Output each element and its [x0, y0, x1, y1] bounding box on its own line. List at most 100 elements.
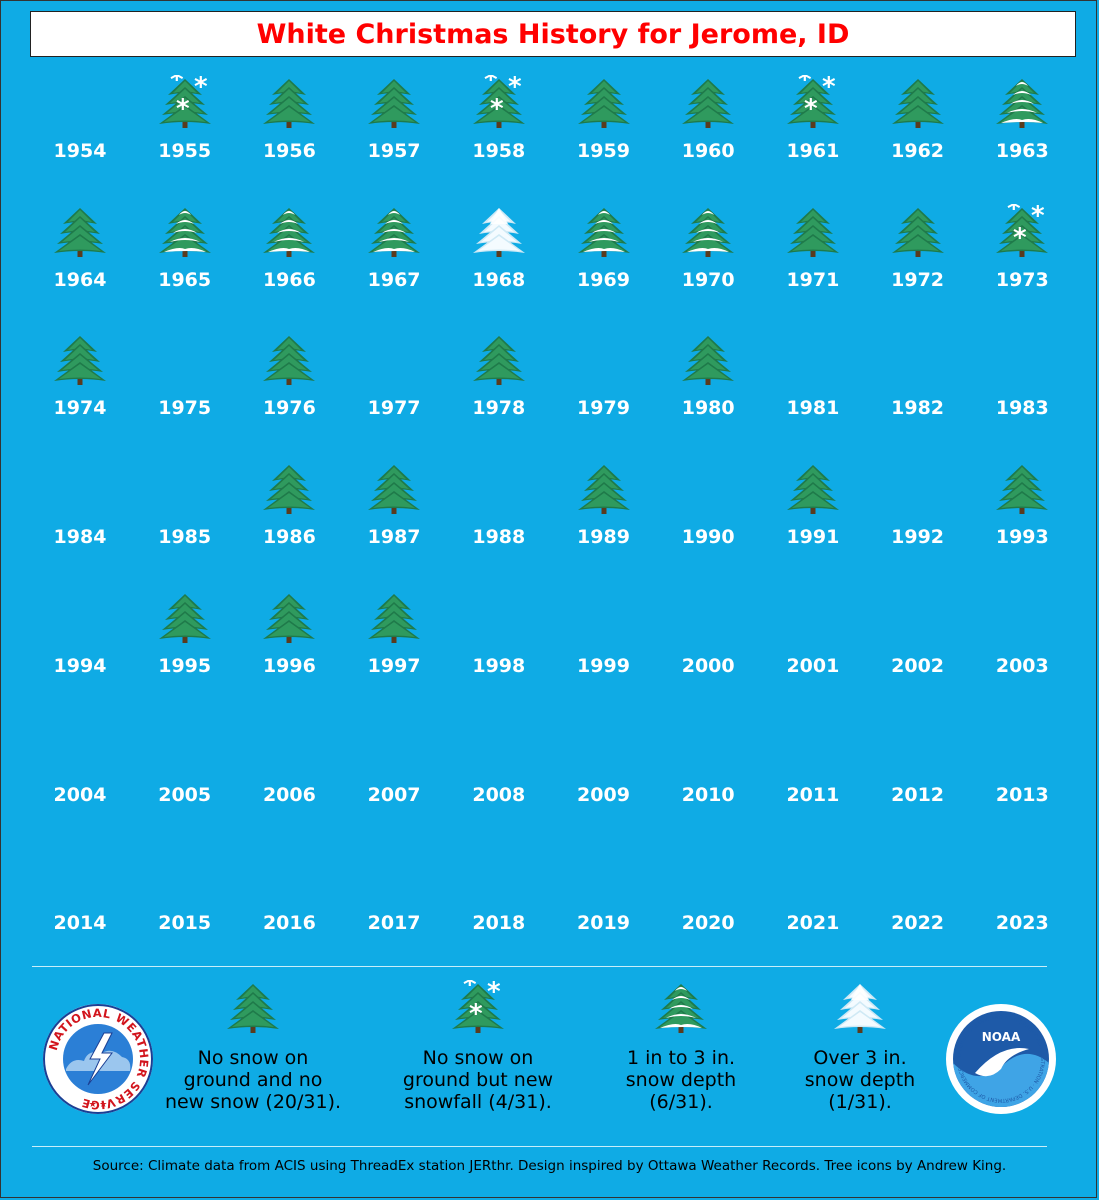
year-label: 1979 — [577, 397, 630, 420]
year-cell-2019: 2019 — [552, 847, 656, 967]
legend-line: ground but new — [402, 1069, 554, 1091]
svg-text:*: * — [170, 75, 184, 95]
year-cell-2017: 2017 — [342, 847, 446, 967]
year-label: 2006 — [262, 783, 316, 806]
year-label: 1961 — [786, 140, 840, 162]
tree-icon-none — [472, 336, 525, 386]
year-cell-1971: 1971 — [761, 204, 865, 324]
year-label: 2007 — [367, 783, 421, 806]
tree-icon-none — [996, 465, 1049, 515]
tree-icon-new: * ** — [158, 75, 211, 128]
source-note: Source: Climate data from ACIS using Thr… — [92, 1158, 1007, 1174]
tree-icon-light — [577, 207, 630, 257]
year-cell-1980: 1980 — [656, 332, 760, 452]
year-cell-1961: * * * 1961 — [761, 75, 865, 195]
nws-logo: NATIONAL WEATHER SERVICE ★ ★ — [43, 1004, 153, 1114]
year-cell-1993: 1993 — [970, 461, 1074, 581]
year-cell-1981: 1981 — [761, 332, 865, 452]
tree-icon-none — [786, 465, 839, 515]
year-label: 1971 — [786, 268, 840, 291]
legend-line: 1 in to 3 in. — [626, 1047, 736, 1069]
year-cell-1997: 1997 — [342, 590, 446, 710]
year-label: 2013 — [995, 783, 1049, 806]
year-cell-2001: 2001 — [761, 590, 865, 710]
year-cell-1958: * * * 1958 — [447, 75, 551, 195]
year-cell-1989: 1989 — [552, 461, 656, 581]
svg-text:*: * — [822, 75, 836, 102]
year-cell-2000: 2000 — [656, 590, 760, 710]
year-cell-1965: 1965 — [133, 204, 237, 324]
year-label: 1973 — [995, 268, 1049, 291]
chart-title: White Christmas History for Jerome, ID — [256, 18, 850, 50]
tree-icon-light — [996, 79, 1049, 128]
year-label: 1959 — [577, 140, 630, 162]
year-label: 1980 — [681, 397, 735, 420]
year-cell-2015: 2015 — [133, 847, 237, 967]
svg-text:*: * — [469, 999, 483, 1029]
legend-text-light: 1 in to 3 in. snow depth (6/31). — [571, 1047, 791, 1113]
year-cell-1959: 1959 — [552, 75, 656, 195]
tree-icon-light — [682, 207, 735, 257]
year-cell-1957: 1957 — [342, 75, 446, 195]
year-cell-2011: 2011 — [761, 719, 865, 839]
year-label: 1983 — [995, 397, 1049, 420]
year-label: 2012 — [891, 783, 945, 806]
year-cell-2013: 2013 — [970, 719, 1074, 839]
year-cell-1975: 1975 — [133, 332, 237, 452]
year-label: 1958 — [472, 140, 526, 162]
year-label: 1975 — [158, 397, 212, 420]
tree-icon-none — [368, 593, 421, 643]
tree-icon-new: * ** — [996, 204, 1049, 257]
year-label: 1954 — [53, 140, 107, 162]
year-label: 2016 — [262, 912, 316, 935]
year-label: 1957 — [367, 140, 421, 162]
year-label: 1993 — [995, 526, 1049, 549]
year-cell-2022: 2022 — [866, 847, 970, 967]
year-label: 2018 — [472, 912, 526, 935]
year-label: 1970 — [681, 268, 735, 291]
noaa-logo-text: NOAA — [982, 1030, 1021, 1044]
year-label: 1963 — [995, 140, 1049, 162]
year-cell-2004: 2004 — [28, 719, 132, 839]
year-label: 2002 — [891, 654, 945, 677]
svg-text:*: * — [194, 75, 208, 102]
year-label: 1988 — [472, 526, 526, 549]
year-cell-1967: 1967 — [342, 204, 446, 324]
tree-icon-none — [682, 336, 735, 386]
year-label: 1965 — [158, 268, 212, 291]
year-cell-1976: 1976 — [237, 332, 341, 452]
legend-line: new snow (20/31). — [164, 1091, 342, 1113]
legend-tree-none-icon — [227, 984, 279, 1033]
year-label: 2009 — [577, 783, 630, 806]
year-cell-1954: 1954 — [28, 75, 132, 195]
svg-text:*: * — [484, 75, 498, 95]
tree-icon-new: * ** — [786, 75, 839, 128]
year-label: 1956 — [262, 140, 316, 162]
year-label: 2017 — [367, 912, 421, 935]
year-cell-1962: 1962 — [866, 75, 970, 195]
year-cell-1995: 1995 — [133, 590, 237, 710]
legend-text-new: No snow on ground but new snowfall (4/31). — [368, 1047, 588, 1113]
year-label: 2014 — [53, 912, 107, 935]
noaa-logo: NOAA NATIONAL OCEANIC AND ATMOSPHERIC AD… — [946, 1004, 1056, 1114]
year-label: 1994 — [53, 654, 107, 677]
year-label: 2022 — [891, 912, 945, 935]
year-label: 2001 — [786, 654, 840, 677]
year-cell-1998: 1998 — [447, 590, 551, 710]
legend-text-heavy: Over 3 in. snow depth (1/31). — [750, 1047, 970, 1113]
year-label: 2004 — [53, 783, 107, 806]
legend-line: (6/31). — [649, 1091, 713, 1113]
year-cell-2006: 2006 — [237, 719, 341, 839]
year-grid: 1954 * * * 1955 1956 1957 * * * 1958 1959 1960 * * * 196… — [28, 75, 1074, 935]
tree-icon-none — [368, 465, 421, 515]
year-cell-2005: 2005 — [133, 719, 237, 839]
year-label: 1974 — [53, 397, 107, 420]
year-cell-2008: 2008 — [447, 719, 551, 839]
divider-top — [32, 966, 1047, 967]
year-label: 1995 — [158, 654, 212, 677]
tree-icon-new: * ** — [472, 75, 525, 128]
year-label: 1989 — [577, 526, 630, 549]
year-label: 1972 — [891, 268, 945, 291]
year-cell-2012: 2012 — [866, 719, 970, 839]
